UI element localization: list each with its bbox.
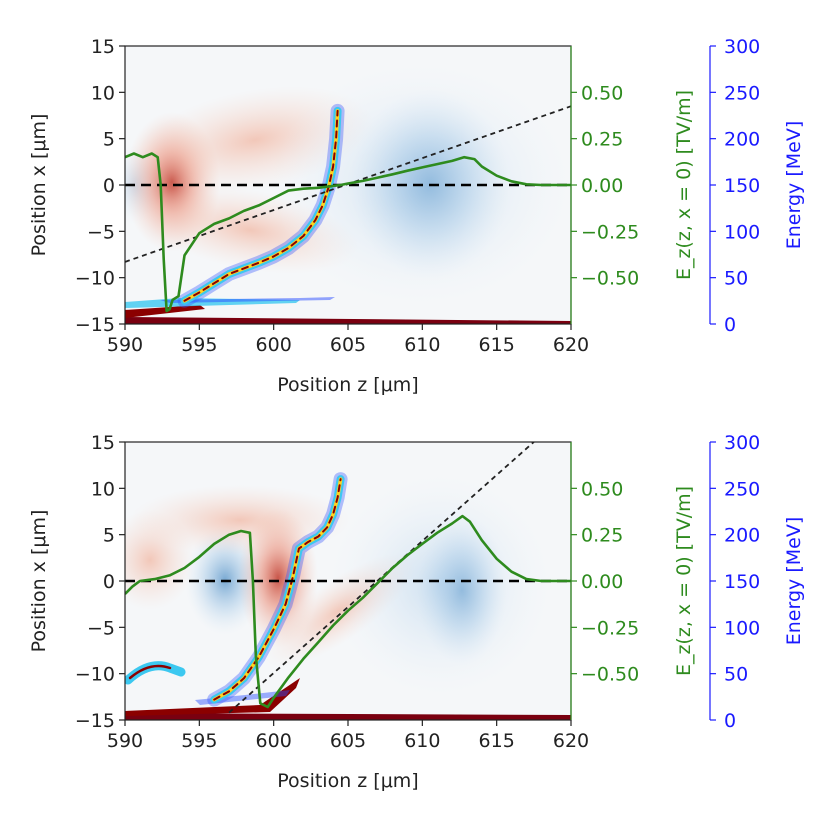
top-y2-axis-label: E_z(z, x = 0) [TV/m] [673, 90, 695, 280]
x-tick-label: 610 [404, 334, 440, 356]
y3-tick-label: 150 [724, 175, 760, 197]
top-x-axis-label: Position z [μm] [277, 374, 418, 396]
x-tick-label: 595 [181, 334, 217, 356]
y-tick-label: 15 [91, 432, 115, 454]
y-tick-label: 0 [103, 175, 115, 197]
y2-tick-label: −0.50 [581, 664, 639, 686]
bottom-y2-axis-label: E_z(z, x = 0) [TV/m] [673, 486, 695, 676]
x-tick-label: 615 [479, 730, 515, 752]
bottom-y3-axis-label: Energy [MeV] [783, 517, 805, 645]
y3-tick-label: 200 [724, 525, 760, 547]
x-tick-label: 590 [107, 730, 143, 752]
y-tick-label: −15 [75, 710, 115, 732]
y3-tick-label: 200 [724, 129, 760, 151]
y-tick-label: −5 [87, 221, 115, 243]
y2-tick-label: 0.00 [581, 175, 623, 197]
y-tick-label: 10 [91, 82, 115, 104]
bottom-ez-series-line [125, 514, 571, 709]
y2-tick-label: 0.00 [581, 571, 623, 593]
x-tick-label: 605 [330, 334, 366, 356]
x-tick-label: 595 [181, 730, 217, 752]
y3-tick-label: 250 [724, 82, 760, 104]
top-beam-core [182, 109, 340, 303]
x-tick-label: 600 [256, 334, 292, 356]
y2-tick-label: −0.25 [581, 617, 639, 639]
top-y-axis-label: Position x [μm] [28, 114, 50, 257]
bottom-beam-peak [213, 478, 342, 701]
bottom-beam-side-blob-core [128, 664, 172, 680]
x-tick-label: 605 [330, 730, 366, 752]
x-tick-label: 610 [404, 730, 440, 752]
bottom-x-axis-label: Position z [μm] [277, 770, 418, 792]
y2-tick-label: −0.50 [581, 268, 639, 290]
top-field-map [125, 64, 571, 324]
y3-tick-label: 50 [724, 664, 748, 686]
y3-tick-label: 250 [724, 478, 760, 500]
x-tick-label: 620 [553, 730, 589, 752]
top-ez-series-line [125, 152, 571, 313]
y-tick-label: 0 [103, 571, 115, 593]
y2-tick-label: 0.25 [581, 525, 623, 547]
top-axes-ticks: 590 595 600 605 610 615 620151050−5−10−150.500… [75, 36, 760, 356]
y3-tick-label: 300 [724, 432, 760, 454]
y-tick-label: −5 [87, 617, 115, 639]
y3-tick-label: 150 [724, 571, 760, 593]
bottom-panel: 590 595 600 605 610 615 620151050−5−10−150.500… [28, 432, 805, 792]
y-tick-label: −15 [75, 314, 115, 336]
y-tick-label: 10 [91, 478, 115, 500]
y-tick-label: 5 [103, 129, 115, 151]
y3-tick-label: 50 [724, 268, 748, 290]
y3-tick-label: 100 [724, 617, 760, 639]
top-beam-base [125, 297, 571, 324]
y-tick-label: −10 [75, 664, 115, 686]
top-panel: 590 595 600 605 610 615 620151050−5−10−150.500… [28, 36, 805, 396]
bottom-axes-ticks: 590 595 600 605 610 615 620151050−5−10−150.500… [75, 432, 760, 752]
y2-tick-label: 0.25 [581, 129, 623, 151]
x-tick-label: 615 [479, 334, 515, 356]
bottom-dashed-reference-line [228, 442, 535, 714]
y3-tick-label: 100 [724, 221, 760, 243]
x-tick-label: 620 [553, 334, 589, 356]
y2-tick-label: −0.25 [581, 221, 639, 243]
x-tick-label: 590 [107, 334, 143, 356]
y3-tick-label: 0 [724, 314, 736, 336]
bottom-field-map [125, 442, 571, 720]
y2-tick-label: 0.50 [581, 478, 623, 500]
y2-tick-label: 0.50 [581, 82, 623, 104]
bottom-y-axis-label: Position x [μm] [28, 510, 50, 653]
y3-tick-label: 300 [724, 36, 760, 58]
x-tick-label: 600 [256, 730, 292, 752]
top-y3-axis-label: Energy [MeV] [783, 121, 805, 249]
y3-tick-label: 0 [724, 710, 736, 732]
y-tick-label: −10 [75, 268, 115, 290]
bottom-field-blue-wide [330, 475, 550, 695]
y-tick-label: 5 [103, 525, 115, 547]
y-tick-label: 15 [91, 36, 115, 58]
